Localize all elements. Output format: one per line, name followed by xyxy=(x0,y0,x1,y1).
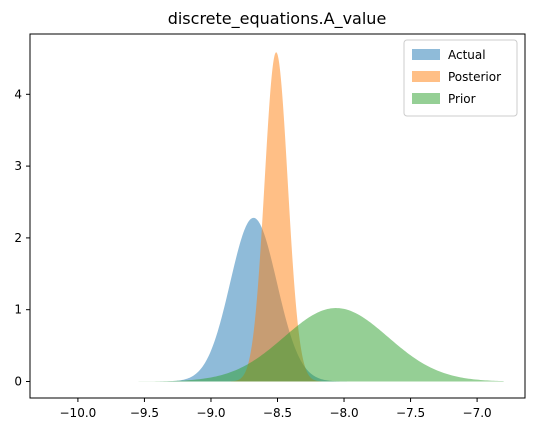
legend-label-actual: Actual xyxy=(448,48,486,62)
legend: Actual Posterior Prior xyxy=(403,39,518,117)
x-tick-label: −7.0 xyxy=(463,406,492,420)
y-tick-label: 1 xyxy=(14,303,22,317)
y-axis: 0 1 2 3 4 xyxy=(14,87,30,388)
y-tick-label: 4 xyxy=(14,87,22,101)
x-tick-label: −8.5 xyxy=(263,406,292,420)
x-axis: −10.0 −9.5 −9.0 −8.5 −8.0 −7.5 −7.0 xyxy=(60,398,492,420)
series-area-prior xyxy=(104,308,504,382)
x-tick-label: −7.5 xyxy=(396,406,425,420)
y-tick-label: 2 xyxy=(14,231,22,245)
legend-swatch-prior xyxy=(412,93,440,104)
chart-title: discrete_equations.A_value xyxy=(168,9,387,29)
series-area-posterior xyxy=(230,52,322,382)
legend-label-posterior: Posterior xyxy=(448,70,501,84)
x-tick-label: −9.0 xyxy=(196,406,225,420)
legend-swatch-posterior xyxy=(412,71,440,82)
x-tick-label: −10.0 xyxy=(60,406,97,420)
series-layer xyxy=(104,52,504,382)
y-tick-label: 3 xyxy=(14,159,22,173)
legend-swatch-actual xyxy=(412,49,440,60)
y-tick-label: 0 xyxy=(14,374,22,388)
legend-label-prior: Prior xyxy=(448,92,476,106)
x-tick-label: −9.5 xyxy=(130,406,159,420)
x-tick-label: −8.0 xyxy=(329,406,358,420)
